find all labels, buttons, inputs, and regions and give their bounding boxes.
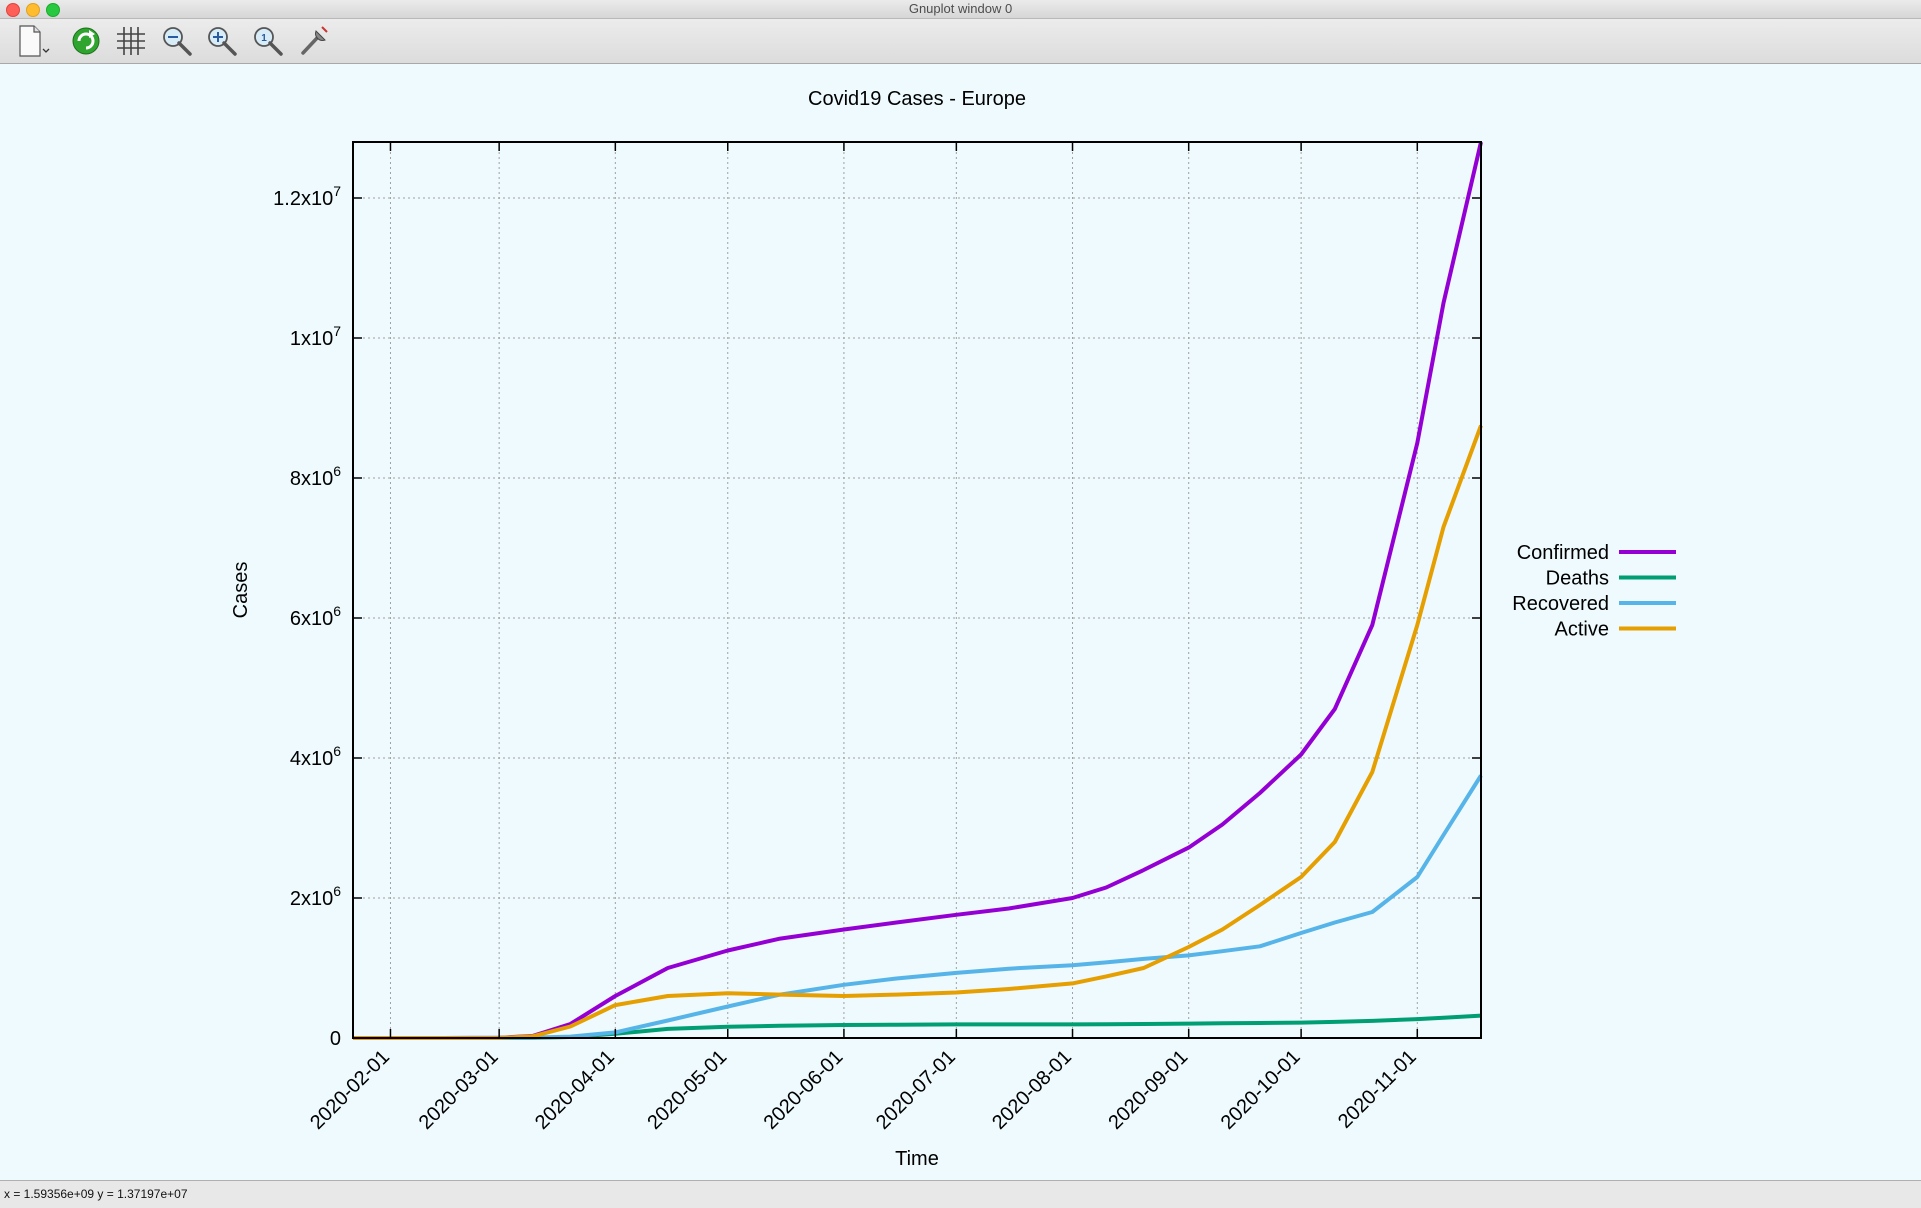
close-window-button[interactable]: [6, 3, 20, 17]
replot-button[interactable]: [68, 23, 104, 59]
wrench-icon: [301, 26, 328, 55]
zoom-in-button[interactable]: [204, 23, 240, 59]
document-export-icon: [19, 25, 50, 57]
status-bar: x = 1.59356e+09 y = 1.37197e+07: [0, 1180, 1921, 1208]
grid-toggle-button[interactable]: [113, 23, 149, 59]
x-axis-label: Time: [895, 1148, 939, 1170]
x-tick-labels: 2020-02-01 2020-03-01 2020-04-01 2020-05-01…: [306, 1046, 1421, 1134]
series-lines: [353, 141, 1483, 1040]
y-tick-label: 4x106: [290, 743, 341, 770]
maximize-window-button[interactable]: [46, 3, 60, 17]
x-tick-label: 2020-07-01: [872, 1046, 960, 1134]
x-tick-label: 2020-08-01: [988, 1046, 1076, 1134]
grid-icon: [117, 27, 145, 55]
settings-button[interactable]: [296, 23, 332, 59]
x-tick-label: 2020-02-01: [306, 1046, 394, 1134]
x-tick-label: 2020-05-01: [643, 1046, 731, 1134]
legend-label-confirmed: Confirmed: [1517, 542, 1609, 564]
grid-lines: [353, 142, 1481, 1038]
series-line-confirmed: [353, 141, 1483, 1040]
x-tick-label: 2020-10-01: [1217, 1046, 1305, 1134]
x-tick-label: 2020-06-01: [760, 1046, 848, 1134]
plot-frame: [352, 141, 1482, 1039]
mouse-coordinates: x = 1.59356e+09 y = 1.37197e+07: [4, 1187, 188, 1201]
x-tick-label: 2020-03-01: [415, 1046, 503, 1134]
y-tick-label: 0: [330, 1028, 341, 1050]
y-tick-label: 1x107: [290, 323, 341, 350]
x-tick-label: 2020-11-01: [1334, 1046, 1421, 1133]
zoom-out-button[interactable]: [159, 23, 195, 59]
x-tick-label: 2020-04-01: [531, 1046, 619, 1134]
window-title: Gnuplot window 0: [908, 1, 1013, 16]
refresh-icon: [72, 27, 100, 55]
axis-ticks: [353, 142, 1481, 1039]
legend-label-recovered: Recovered: [1512, 593, 1609, 615]
window-titlebar: Gnuplot window 0: [0, 0, 1921, 19]
zoom-out-icon: [163, 27, 192, 56]
minimize-window-button[interactable]: [26, 3, 40, 17]
y-tick-label: 6x106: [290, 603, 341, 630]
legend: Confirmed Deaths Recovered Active: [1512, 542, 1676, 641]
y-tick-labels: 0 2x106 4x106 6x106 8x106 1x107 1.2x107: [273, 183, 341, 1050]
covid-chart[interactable]: Covid19 Cases - Europe 0 2x106 4x106 6x106 8…: [0, 64, 1921, 1180]
export-button[interactable]: [16, 23, 52, 59]
x-tick-label: 2020-09-01: [1104, 1046, 1192, 1134]
chart-title: Covid19 Cases - Europe: [808, 88, 1026, 110]
svg-text:1: 1: [261, 33, 267, 44]
zoom-in-icon: [208, 27, 237, 56]
y-axis-label: Cases: [230, 562, 252, 619]
legend-label-active: Active: [1555, 619, 1609, 641]
zoom-reset-button[interactable]: 1: [250, 23, 286, 59]
y-tick-label: 8x106: [290, 463, 341, 490]
series-line-active: [353, 424, 1483, 1040]
zoom-reset-icon: 1: [254, 27, 283, 56]
y-tick-label: 1.2x107: [273, 183, 341, 210]
y-tick-label: 2x106: [290, 883, 341, 910]
series-line-recovered: [353, 774, 1483, 1040]
plot-canvas[interactable]: Covid19 Cases - Europe 0 2x106 4x106 6x106 8…: [0, 64, 1921, 1180]
toolbar: 1: [0, 19, 1921, 64]
legend-label-deaths: Deaths: [1546, 568, 1609, 590]
